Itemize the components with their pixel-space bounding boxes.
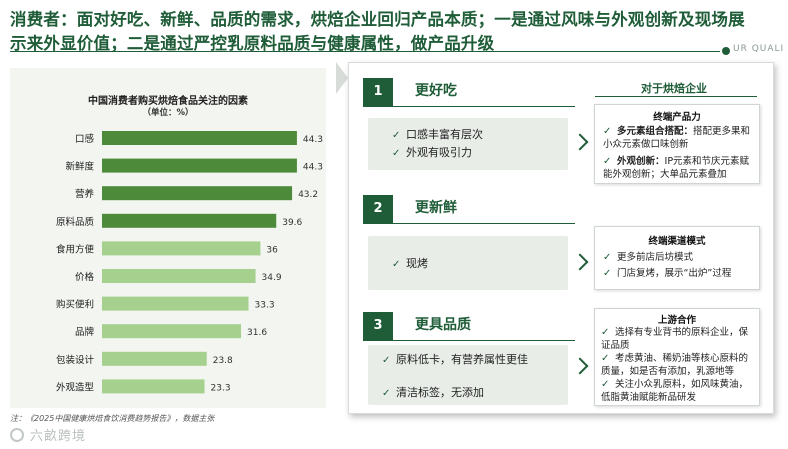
category-label: 食用方便 bbox=[56, 243, 95, 255]
bar bbox=[102, 351, 207, 366]
bar bbox=[102, 296, 249, 311]
category-label: 价格 bbox=[75, 271, 95, 283]
category-label: 外观造型 bbox=[56, 381, 95, 393]
header-divider bbox=[10, 51, 720, 52]
section-1-consumer-card: ✓ 口感丰富有层次 ✓ 外观有吸引力 bbox=[368, 118, 568, 170]
consumer-item: ✓ 现烤 bbox=[392, 257, 428, 270]
value-label: 23.8 bbox=[213, 356, 233, 366]
bar-chart: 口感 44.3 新鲜度 44.3 营养 43.2 原料品质 39.6 食用方便 36 价格 34.9 购… bbox=[56, 131, 323, 394]
panel-pointer bbox=[336, 62, 348, 94]
check-icon: ✓ bbox=[601, 353, 610, 364]
value-label: 33.3 bbox=[255, 301, 275, 311]
consumer-item: ✓ 外观有吸引力 bbox=[392, 146, 472, 159]
section-1-enterprise-card: 终端产品力 ✓ 多元素组合搭配：搭配更多果和小众元素做口味创新 ✓ 外观创新：IP元… bbox=[594, 104, 760, 184]
category-label: 原料品质 bbox=[56, 216, 95, 228]
section-2-enterprise-card: 终端渠道模式 ✓ 更多前店后坊模式 ✓ 门店复烤，展示“出炉”过程 bbox=[594, 226, 760, 290]
card-item: ✓ 选择有专业背书的原料企业，保证品质 bbox=[601, 327, 749, 351]
chart-title: 中国消费者购买烘焙食品关注的因素 bbox=[88, 96, 248, 107]
value-label: 23.3 bbox=[211, 383, 231, 393]
page-headline: 消费者：面对好吃、新鲜、品质的需求，烘焙企业回归产品本质；一是通过风味与外观创新… bbox=[10, 10, 745, 53]
section-1-title: 更好吃 bbox=[415, 83, 457, 99]
check-icon: ✓ bbox=[382, 388, 391, 399]
category-label: 口感 bbox=[75, 133, 95, 145]
section-2-rule bbox=[363, 223, 575, 224]
bar bbox=[102, 158, 297, 173]
bar bbox=[102, 186, 293, 201]
check-icon: ✓ bbox=[601, 327, 610, 338]
card-heading: 终端渠道模式 bbox=[648, 236, 706, 247]
category-label: 购买便利 bbox=[56, 299, 94, 311]
section-3-enterprise-card: 上游合作 ✓ 选择有专业背书的原料企业，保证品质 ✓ 考虑黄油、稀奶油等核心原料的质… bbox=[594, 308, 760, 406]
card-item: ✓ 多元素组合搭配：搭配更多果和小众元素做口味创新 bbox=[603, 126, 751, 150]
check-icon: ✓ bbox=[603, 252, 612, 263]
section-3-number: 3 bbox=[363, 312, 393, 340]
section-3-title: 更具品质 bbox=[415, 317, 471, 333]
column-header: 对于烘焙企业 bbox=[641, 82, 707, 95]
check-icon: ✓ bbox=[382, 355, 391, 366]
value-label: 44.3 bbox=[303, 163, 323, 173]
bar bbox=[102, 379, 205, 394]
category-label: 新鲜度 bbox=[65, 161, 94, 173]
card-item: ✓ 考虑黄油、稀奶油等核心原料的质量，如是否有添加，乳源地等 bbox=[601, 353, 749, 377]
check-icon: ✓ bbox=[603, 126, 612, 137]
check-icon: ✓ bbox=[392, 130, 401, 141]
check-icon: ✓ bbox=[603, 156, 612, 167]
bar bbox=[102, 131, 297, 145]
watermark-logo-icon bbox=[10, 428, 24, 442]
card-item: ✓ 更多前店后坊模式 bbox=[603, 252, 694, 263]
bar bbox=[102, 213, 277, 228]
card-item: ✓ 关注小众乳原料，如风味黄油，低脂黄油赋能新品研发 bbox=[601, 379, 749, 403]
consumer-item: ✓ 原料低卡，有营养属性更佳 bbox=[382, 353, 528, 366]
check-icon: ✓ bbox=[392, 148, 401, 159]
section-2-title: 更新鲜 bbox=[415, 200, 457, 216]
bar bbox=[102, 324, 242, 339]
bar bbox=[102, 269, 256, 283]
value-label: 44.3 bbox=[303, 135, 323, 145]
chart-unit: （单位：%） bbox=[142, 108, 194, 118]
source-note: 注：《2025中国健康烘焙食饮消费趋势报告》，数据主张 bbox=[10, 414, 215, 423]
watermark: 六畝跨境 bbox=[10, 425, 86, 444]
section-3-rule bbox=[363, 340, 575, 341]
value-label: 43.2 bbox=[298, 190, 318, 200]
brand-dot-icon bbox=[722, 47, 730, 55]
chart-panel: 口感 44.3 新鲜度 44.3 营养 43.2 原料品质 39.6 食用方便 36 价格 34.9 购… bbox=[10, 68, 326, 408]
value-label: 39.6 bbox=[282, 218, 302, 228]
consumer-item: ✓ 口感丰富有层次 bbox=[392, 128, 483, 141]
brand-text: UR QUALI bbox=[733, 44, 785, 54]
value-label: 34.9 bbox=[262, 273, 282, 283]
card-heading: 上游合作 bbox=[657, 315, 696, 326]
category-label: 营养 bbox=[75, 188, 95, 200]
card-item: ✓ 门店复烤，展示“出炉”过程 bbox=[603, 268, 732, 279]
section-1-number: 1 bbox=[363, 78, 393, 106]
section-2-number: 2 bbox=[363, 195, 393, 223]
column-header-rule bbox=[595, 96, 757, 97]
section-1-rule bbox=[363, 106, 575, 107]
check-icon: ✓ bbox=[601, 379, 610, 390]
check-icon: ✓ bbox=[392, 259, 401, 270]
section-3-consumer-card: ✓ 原料低卡，有营养属性更佳 ✓ 清洁标签，无添加 bbox=[368, 345, 568, 405]
watermark-text: 六畝跨境 bbox=[30, 429, 87, 444]
section-2-consumer-card: ✓ 现烤 bbox=[368, 236, 568, 290]
card-item: ✓ 外观创新：IP元素和节庆元素赋能外观创新；大单品元素叠加 bbox=[603, 156, 750, 180]
check-icon: ✓ bbox=[603, 268, 612, 279]
value-label: 36 bbox=[266, 245, 278, 255]
consumer-item: ✓ 清洁标签，无添加 bbox=[382, 386, 484, 399]
category-label: 品牌 bbox=[75, 326, 95, 338]
card-heading: 终端产品力 bbox=[653, 112, 701, 123]
category-label: 包装设计 bbox=[56, 354, 95, 366]
bar bbox=[102, 241, 261, 256]
value-label: 31.6 bbox=[247, 328, 267, 338]
